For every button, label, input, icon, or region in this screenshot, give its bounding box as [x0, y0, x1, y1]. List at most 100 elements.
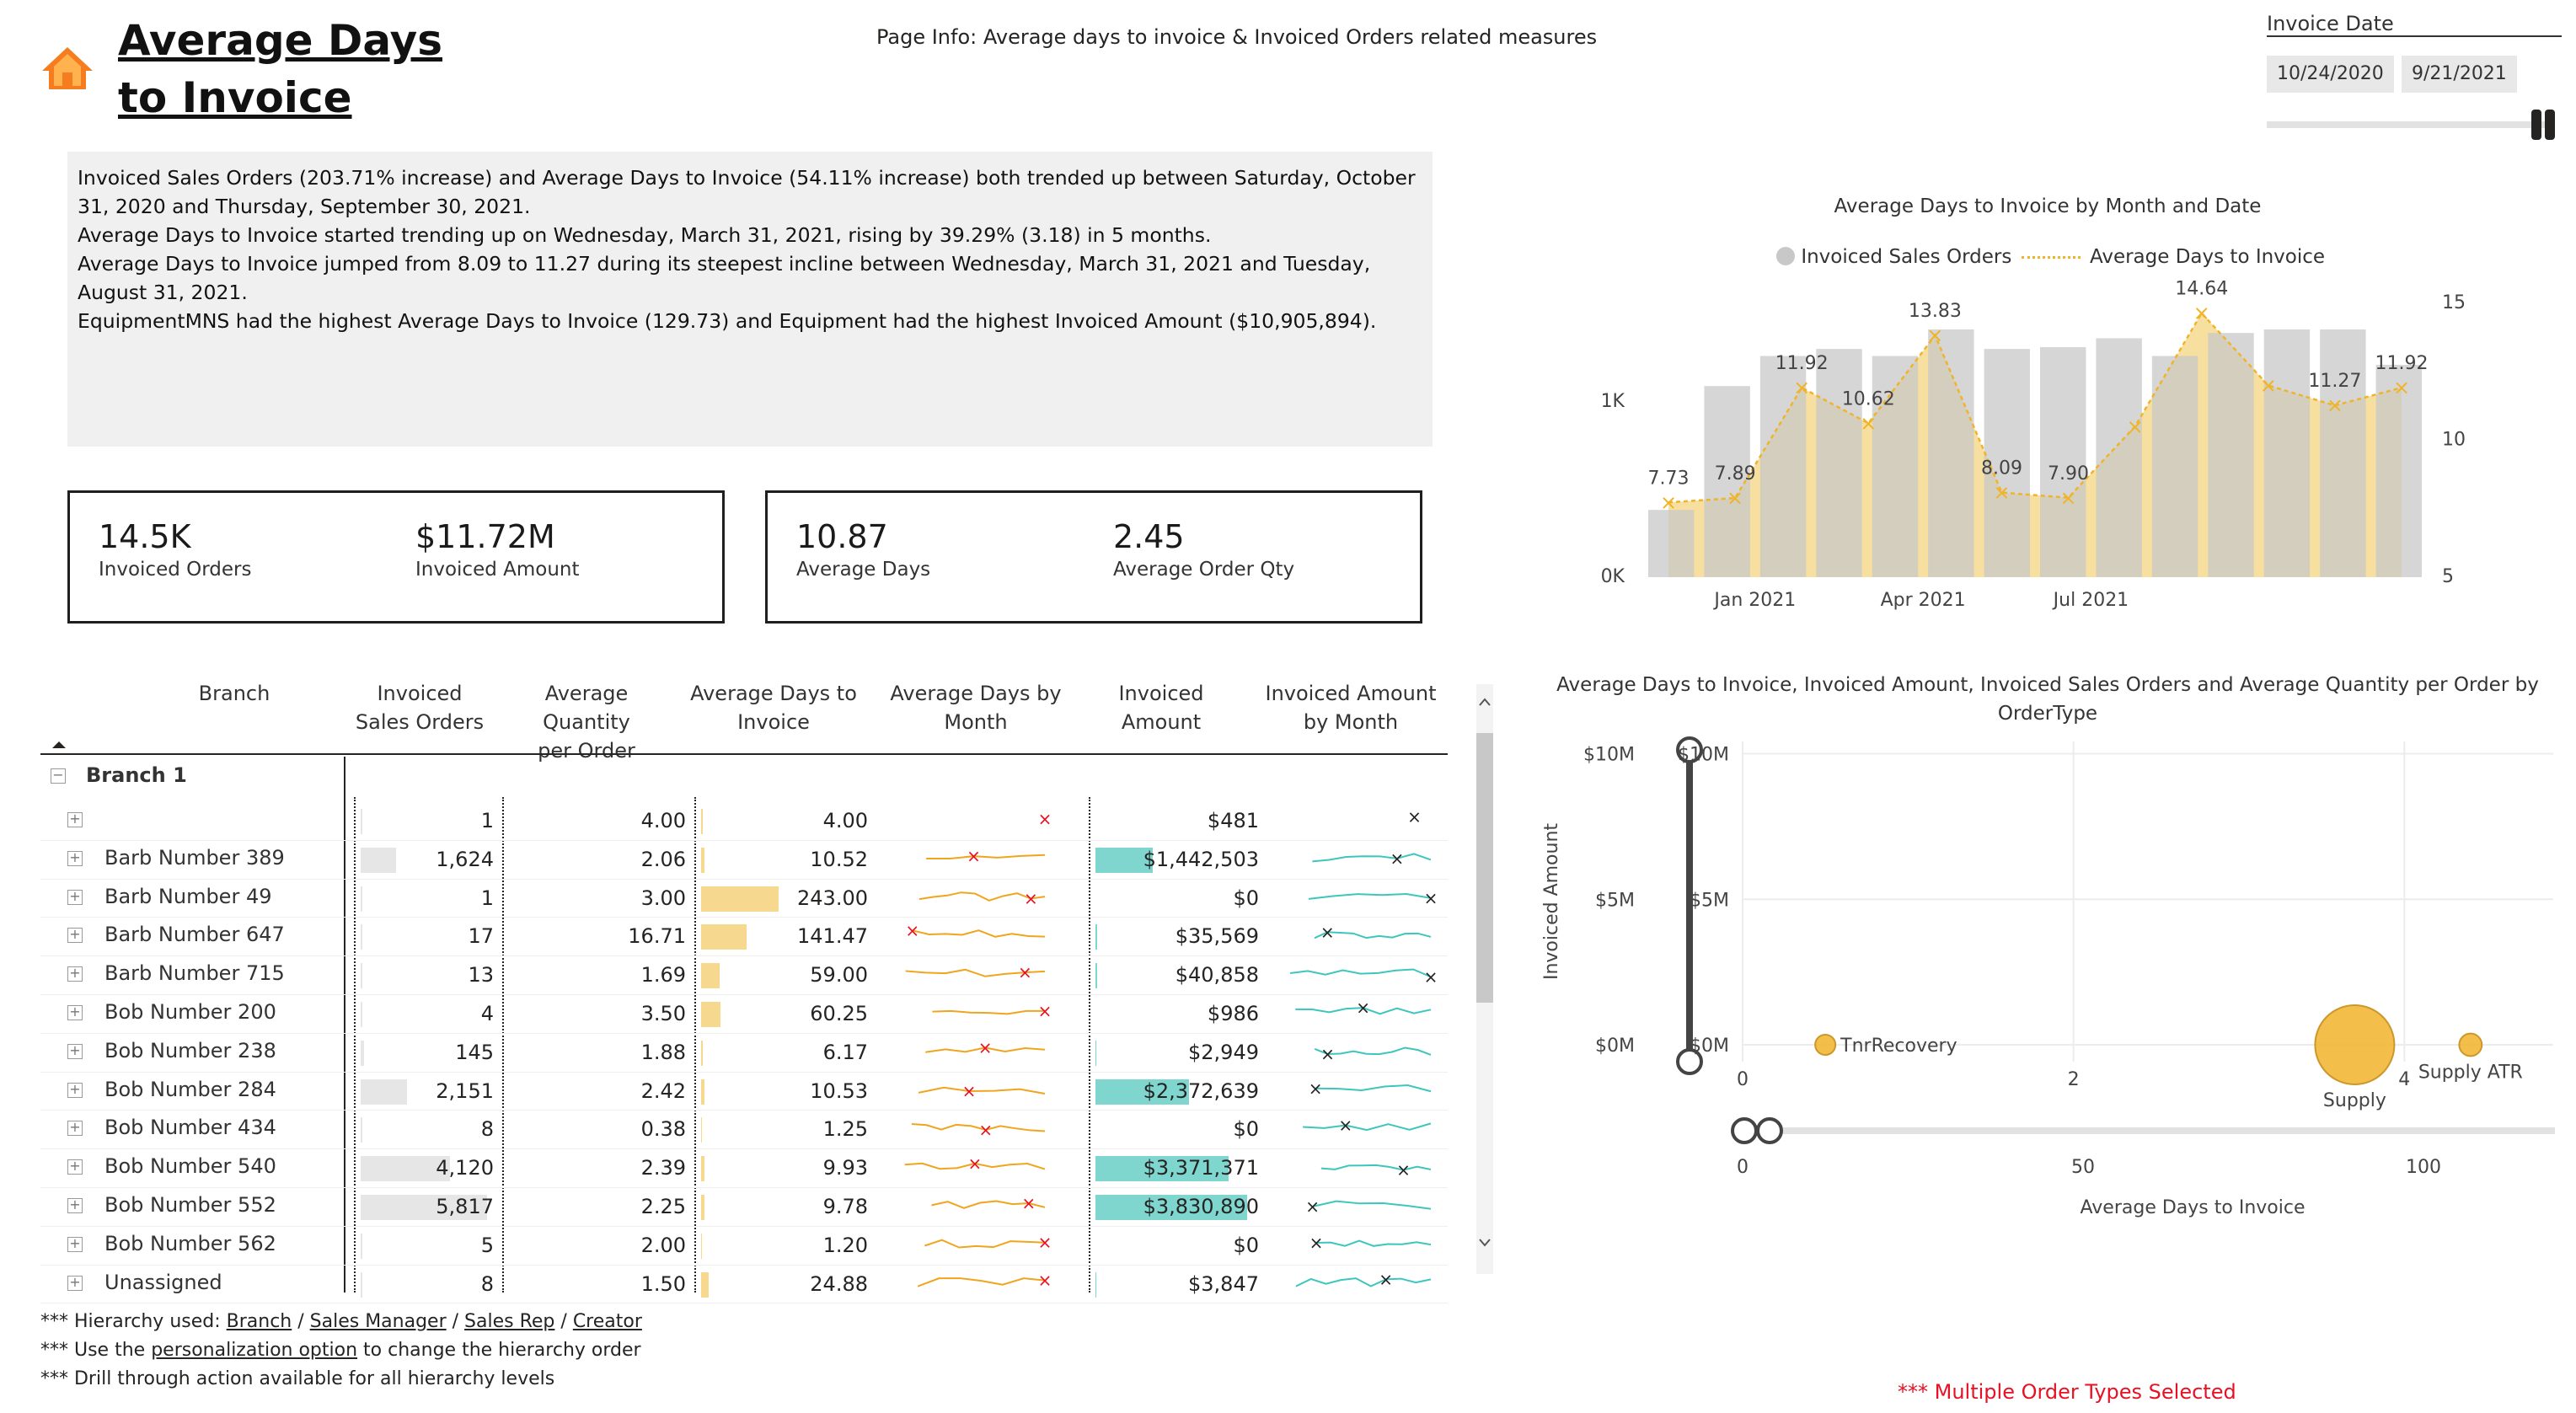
- orders-cell: 1: [480, 886, 494, 910]
- days-marker[interactable]: ×: [2393, 376, 2410, 399]
- expand-icon[interactable]: +: [67, 966, 83, 982]
- orders-bar[interactable]: [2320, 329, 2366, 577]
- link-personalization[interactable]: personalization option: [151, 1340, 358, 1361]
- expand-icon[interactable]: +: [67, 1236, 83, 1252]
- svg-text:×: ×: [1424, 967, 1438, 987]
- table-row[interactable]: + Bob Number 434 8 0.38 1.25 $0 × ×: [40, 1111, 1448, 1150]
- orders-bar[interactable]: [1816, 349, 1862, 577]
- days-marker[interactable]: ×: [1860, 411, 1877, 435]
- y-right-tick: 10: [2442, 430, 2466, 451]
- scatter-point[interactable]: [1814, 1034, 1837, 1056]
- collapse-icon[interactable]: −: [51, 768, 66, 784]
- sort-ascending-icon[interactable]: [51, 740, 67, 750]
- expand-icon[interactable]: +: [67, 1159, 83, 1175]
- days-marker[interactable]: ×: [2059, 486, 2076, 510]
- x-slider-handle-right[interactable]: [1756, 1117, 1783, 1144]
- orders-bar[interactable]: [1759, 356, 1807, 578]
- x-tick: Jul 2021: [2052, 590, 2129, 611]
- y-slider-handle-top[interactable]: [1676, 736, 1703, 763]
- days-marker[interactable]: ×: [1727, 486, 1743, 510]
- scroll-up-icon[interactable]: [1476, 696, 1493, 708]
- slider-handle-end[interactable]: [2545, 110, 2555, 140]
- expand-icon[interactable]: +: [67, 1082, 83, 1098]
- expand-icon[interactable]: +: [67, 928, 83, 944]
- col-header-days[interactable]: Average Days to Invoice: [690, 682, 857, 734]
- days-marker[interactable]: ×: [1993, 481, 2010, 505]
- home-icon[interactable]: [40, 44, 94, 91]
- orders-bar[interactable]: [2040, 347, 2086, 577]
- orders-bar[interactable]: [1704, 386, 1750, 577]
- link-creator[interactable]: Creator: [572, 1311, 642, 1332]
- expand-icon[interactable]: +: [67, 850, 83, 866]
- table-row[interactable]: + Bob Number 284 2,151 2.42 10.53 $2,372,639 ×…: [40, 1073, 1448, 1111]
- orders-bar[interactable]: [2263, 329, 2311, 577]
- col-header-branch[interactable]: Branch: [198, 682, 270, 705]
- expand-icon[interactable]: +: [67, 889, 83, 905]
- col-header-amount[interactable]: Invoiced Amount: [1118, 682, 1204, 734]
- data-label: 14.64: [2175, 279, 2228, 300]
- days-cell: 10.53: [810, 1078, 868, 1103]
- col-divider: [354, 797, 356, 1293]
- x-slider-handle-left[interactable]: [1731, 1117, 1758, 1144]
- start-date-input[interactable]: 10/24/2020: [2267, 56, 2394, 93]
- table-row[interactable]: + Unassigned 8 1.50 24.88 $3,847 × ×: [40, 1266, 1448, 1304]
- scroll-down-icon[interactable]: [1476, 1237, 1493, 1249]
- days-marker[interactable]: ×: [2127, 415, 2144, 438]
- table-row[interactable]: + Bob Number 562 5 2.00 1.20 $0 × ×: [40, 1227, 1448, 1266]
- scatter-point[interactable]: [2314, 1004, 2396, 1085]
- days-marker[interactable]: ×: [1926, 324, 1943, 347]
- amount-databar: [1095, 1195, 1247, 1220]
- expand-icon[interactable]: +: [67, 1005, 83, 1020]
- scatter-point[interactable]: [2458, 1032, 2483, 1057]
- orders-bar[interactable]: [2096, 338, 2142, 578]
- end-date-input[interactable]: 9/21/2021: [2402, 56, 2517, 93]
- table-row[interactable]: +1 4.00 4.00 $481 × ×: [40, 802, 1448, 841]
- expand-icon[interactable]: +: [67, 1121, 83, 1137]
- expand-icon[interactable]: +: [67, 1043, 83, 1059]
- orders-bar[interactable]: [2151, 356, 2198, 578]
- orders-bar[interactable]: [1928, 329, 1974, 577]
- orders-bar[interactable]: [2208, 333, 2254, 577]
- col-header-amount-month[interactable]: Invoiced Amount by Month: [1265, 682, 1437, 734]
- orders-cell: 5: [480, 1233, 494, 1257]
- col-header-days-month[interactable]: Average Days by Month: [890, 682, 1062, 734]
- table-row[interactable]: + Bob Number 200 4 3.50 60.25 $986 × ×: [40, 995, 1448, 1034]
- branch-matrix[interactable]: Branch Invoiced Sales Orders Average Quan…: [40, 679, 1473, 1304]
- table-row[interactable]: + Barb Number 715 13 1.69 59.00 $40,858 × ×: [40, 956, 1448, 995]
- days-marker[interactable]: ×: [2327, 393, 2343, 417]
- header-divider: [40, 753, 1448, 755]
- link-sales-rep[interactable]: Sales Rep: [464, 1311, 555, 1332]
- days-marker[interactable]: ×: [1793, 376, 1810, 399]
- slider-handle-start[interactable]: [2531, 110, 2541, 140]
- orders-bar[interactable]: [1648, 510, 1695, 577]
- days-marker[interactable]: ×: [1660, 490, 1677, 514]
- link-branch[interactable]: Branch: [226, 1311, 292, 1332]
- orders-bar[interactable]: [2375, 365, 2422, 577]
- table-row[interactable]: + Barb Number 49 1 3.00 243.00 $0 × ×: [40, 880, 1448, 918]
- qty-cell: 1.50: [640, 1271, 686, 1296]
- table-row[interactable]: + Barb Number 647 17 16.71 141.47 $35,569 × ×: [40, 918, 1448, 957]
- table-row[interactable]: + Bob Number 552 5,817 2.25 9.78 $3,830,890 × ×: [40, 1188, 1448, 1227]
- expand-icon[interactable]: +: [67, 1198, 83, 1213]
- date-range-slider[interactable]: [2267, 121, 2553, 128]
- amount-sparkline: ×: [1295, 1269, 1432, 1289]
- y-slider-handle-bottom[interactable]: [1676, 1048, 1703, 1075]
- orders-bar[interactable]: [1984, 349, 2030, 577]
- scatter-chart[interactable]: $0M $0M $5M $5M $10M $10M Invoiced Amount 0 2 4 0 5…: [1517, 725, 2562, 1331]
- col-header-orders[interactable]: Invoiced Sales Orders: [355, 682, 485, 734]
- link-sales-manager[interactable]: Sales Manager: [309, 1311, 447, 1332]
- table-scroll-thumb[interactable]: [1476, 733, 1493, 1003]
- expand-icon[interactable]: +: [67, 1275, 83, 1291]
- col-header-qty[interactable]: Average Quantity per Order: [538, 682, 635, 763]
- table-row[interactable]: + Bob Number 238 145 1.88 6.17 $2,949 × ×: [40, 1034, 1448, 1073]
- expand-icon[interactable]: +: [67, 812, 83, 827]
- amount-cell: $35,569: [1175, 924, 1259, 949]
- combo-chart-title: Average Days to Invoice by Month and Dat…: [1834, 195, 2262, 217]
- days-marker[interactable]: ×: [2260, 374, 2277, 398]
- orders-bar[interactable]: [1872, 356, 1919, 578]
- table-row[interactable]: + Bob Number 540 4,120 2.39 9.93 $3,371,371 × ×: [40, 1149, 1448, 1188]
- table-row[interactable]: + Barb Number 389 1,624 2.06 10.52 $1,442,503…: [40, 841, 1448, 880]
- days-marker[interactable]: ×: [2193, 302, 2210, 325]
- page-title: Average Days to Invoice: [118, 12, 442, 126]
